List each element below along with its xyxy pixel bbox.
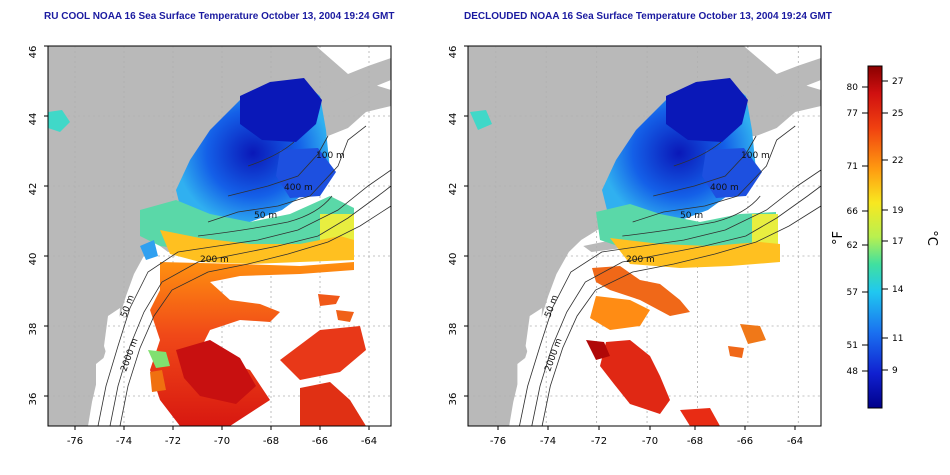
right-lon-72: -72 [591, 436, 607, 447]
right-lon-66: -66 [737, 436, 753, 447]
right-lon-70: -70 [642, 436, 658, 447]
cbar-c-27: 27 [892, 77, 903, 87]
cbar-f-48: 48 [847, 367, 859, 377]
left-lon-74: -74 [116, 436, 132, 447]
right-depth-label-200m: 200 m [626, 255, 655, 265]
right-depth-label-100m: 100 m [741, 151, 770, 161]
cbar-f-71: 71 [847, 162, 858, 172]
left-axis-ticks [44, 45, 370, 430]
cbar-c-22: 22 [892, 156, 903, 166]
left-lat-38: 38 [28, 323, 39, 336]
cbar-f-51: 51 [847, 341, 858, 351]
colorbar-gradient [867, 65, 883, 409]
right-lon-64: -64 [787, 436, 803, 447]
cbar-c-25: 25 [892, 109, 903, 119]
temperature-colorbar: 80 77 71 66 62 57 51 48 27 25 22 19 17 1… [831, 65, 939, 409]
left-lat-40: 40 [28, 253, 39, 266]
cbar-f-66: 66 [847, 207, 859, 217]
cbar-c-11: 11 [892, 334, 903, 344]
right-lat-38: 38 [448, 323, 459, 336]
right-depth-label-400m: 400 m [710, 183, 739, 193]
right-longitude-labels: -76 -74 -72 -70 -68 -66 -64 [490, 436, 803, 447]
right-map-title: DECLOUDED NOAA 16 Sea Surface Temperatur… [464, 11, 832, 22]
right-lon-68: -68 [687, 436, 703, 447]
colorbar-celsius-labels: 27 25 22 19 17 14 11 9 [892, 77, 904, 376]
left-sst-field [48, 78, 366, 426]
right-lat-42: 42 [448, 183, 459, 196]
cbar-f-62: 62 [847, 241, 858, 251]
cbar-c-14: 14 [892, 285, 904, 295]
colorbar-fahrenheit-labels: 80 77 71 66 62 57 51 48 [847, 83, 859, 377]
right-lat-36: 36 [448, 393, 459, 406]
left-lat-36: 36 [28, 393, 39, 406]
colorbar-fahrenheit-unit: °F [831, 231, 846, 245]
right-axis-ticks [464, 45, 796, 430]
right-lon-74: -74 [540, 436, 556, 447]
cbar-f-80: 80 [847, 83, 859, 93]
right-sst-field [470, 78, 780, 426]
right-map-panel: 100 m 400 m 50 m 200 m 50 m 2000 m 46 44… [448, 45, 822, 447]
cbar-c-17: 17 [892, 237, 903, 247]
left-depth-label-50m: 50 m [254, 211, 277, 221]
right-lon-76: -76 [490, 436, 506, 447]
left-longitude-labels: -76 -74 -72 -70 -68 -66 -64 [67, 436, 377, 447]
left-lat-44: 44 [28, 113, 39, 126]
right-lat-44: 44 [448, 113, 459, 126]
left-map-title: RU COOL NOAA 16 Sea Surface Temperature … [44, 11, 395, 22]
cbar-f-57: 57 [847, 288, 858, 298]
left-depth-label-100m: 100 m [316, 151, 345, 161]
cbar-c-9: 9 [892, 366, 898, 376]
left-lon-70: -70 [214, 436, 230, 447]
right-map-frame [467, 45, 822, 427]
left-lon-72: -72 [165, 436, 181, 447]
right-lat-46: 46 [448, 46, 459, 59]
left-latitude-labels: 46 44 42 40 38 36 [28, 46, 39, 406]
right-latitude-labels: 46 44 42 40 38 36 [448, 46, 459, 406]
left-lon-68: -68 [263, 436, 279, 447]
left-depth-label-400m: 400 m [284, 183, 313, 193]
cbar-f-77: 77 [847, 109, 858, 119]
left-lat-46: 46 [28, 46, 39, 59]
left-map-frame [47, 45, 392, 427]
right-lat-40: 40 [448, 253, 459, 266]
colorbar-ticks [862, 80, 888, 372]
cbar-c-19: 19 [892, 206, 904, 216]
left-lon-64: -64 [361, 436, 377, 447]
left-lon-76: -76 [67, 436, 83, 447]
left-lat-42: 42 [28, 183, 39, 196]
left-lon-66: -66 [312, 436, 328, 447]
colorbar-celsius-unit: °C [924, 230, 939, 246]
right-depth-label-50m: 50 m [680, 211, 703, 221]
left-map-panel: 100 m 400 m 50 m 200 m 50 m 2000 m 46 44… [28, 45, 392, 447]
left-depth-label-200m: 200 m [200, 255, 229, 265]
